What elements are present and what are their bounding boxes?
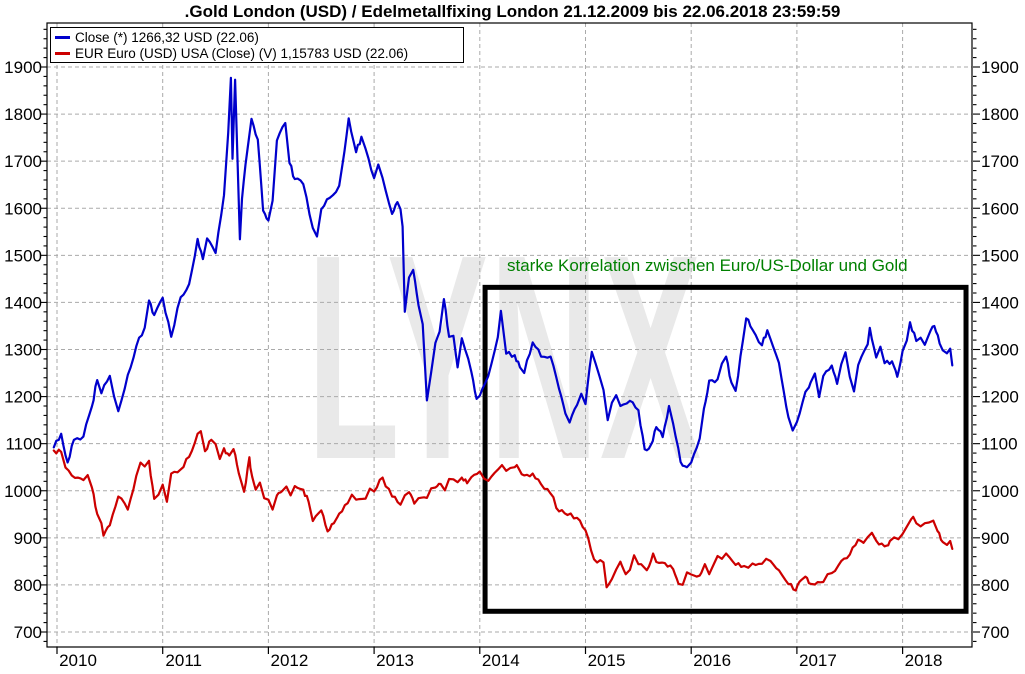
y-axis-label-right-700: 700 [981,623,1009,642]
x-axis-label-2014: 2014 [482,651,520,670]
eurusd-line-swatch-icon [55,51,70,55]
y-axis-label-right-1700: 1700 [981,152,1019,171]
legend-label-gold: Close (*) 1266,32 USD (22.06) [75,29,259,45]
y-axis-label-left-800: 800 [14,576,42,595]
y-axis-label-left-1600: 1600 [4,199,42,218]
x-axis-label-2016: 2016 [693,651,731,670]
legend-item-eurusd: EUR Euro (USD) USA (Close) (V) 1,15783 U… [55,45,459,61]
x-axis-label-2015: 2015 [588,651,626,670]
y-axis-label-right-1000: 1000 [981,482,1019,501]
y-axis-label-right-1200: 1200 [981,388,1019,407]
x-axis-label-2010: 2010 [59,651,97,670]
x-axis-label-2013: 2013 [376,651,414,670]
plot-border [46,22,973,648]
legend-label-eurusd: EUR Euro (USD) USA (Close) (V) 1,15783 U… [75,45,409,61]
y-axis-label-left-900: 900 [14,529,42,548]
eurusd-line [52,430,954,592]
y-axis-label-left-1400: 1400 [4,293,42,312]
gold-price-line [52,76,954,469]
y-axis-label-left-1500: 1500 [4,246,42,265]
y-axis-label-right-1300: 1300 [981,341,1019,360]
y-axis-label-right-900: 900 [981,529,1009,548]
lynx-watermark: LYNX [307,194,703,520]
legend: Close (*) 1266,32 USD (22.06) EUR Euro (… [50,27,464,63]
y-axis-label-left-1700: 1700 [4,152,42,171]
y-axis-label-right-800: 800 [981,576,1009,595]
y-axis-label-right-1600: 1600 [981,199,1019,218]
x-axis-label-2018: 2018 [905,651,943,670]
y-axis-label-left-1200: 1200 [4,388,42,407]
legend-item-gold: Close (*) 1266,32 USD (22.06) [55,29,459,45]
x-axis-label-2011: 2011 [165,651,202,670]
x-axis-label-2017: 2017 [799,651,837,670]
correlation-annotation: starke Korrelation zwischen Euro/US-Doll… [507,256,908,275]
x-axis-label-2012: 2012 [270,651,308,670]
y-axis-label-left-1800: 1800 [4,105,42,124]
correlation-highlight-box [482,284,969,614]
y-axis-label-right-1100: 1100 [981,435,1018,454]
y-axis-label-right-1500: 1500 [981,246,1019,265]
y-axis-label-left-1300: 1300 [4,341,42,360]
y-axis-label-right-1800: 1800 [981,105,1019,124]
y-axis-label-left-1100: 1100 [5,435,42,454]
y-axis-label-left-1000: 1000 [4,482,42,501]
y-axis-label-right-1900: 1900 [981,58,1019,77]
y-axis-label-right-1400: 1400 [981,293,1019,312]
y-axis-label-left-700: 700 [14,623,42,642]
y-axis-label-left-1900: 1900 [4,58,42,77]
chart-title: .Gold London (USD) / Edelmetallfixing Lo… [184,2,841,21]
gold-line-swatch-icon [55,35,70,39]
